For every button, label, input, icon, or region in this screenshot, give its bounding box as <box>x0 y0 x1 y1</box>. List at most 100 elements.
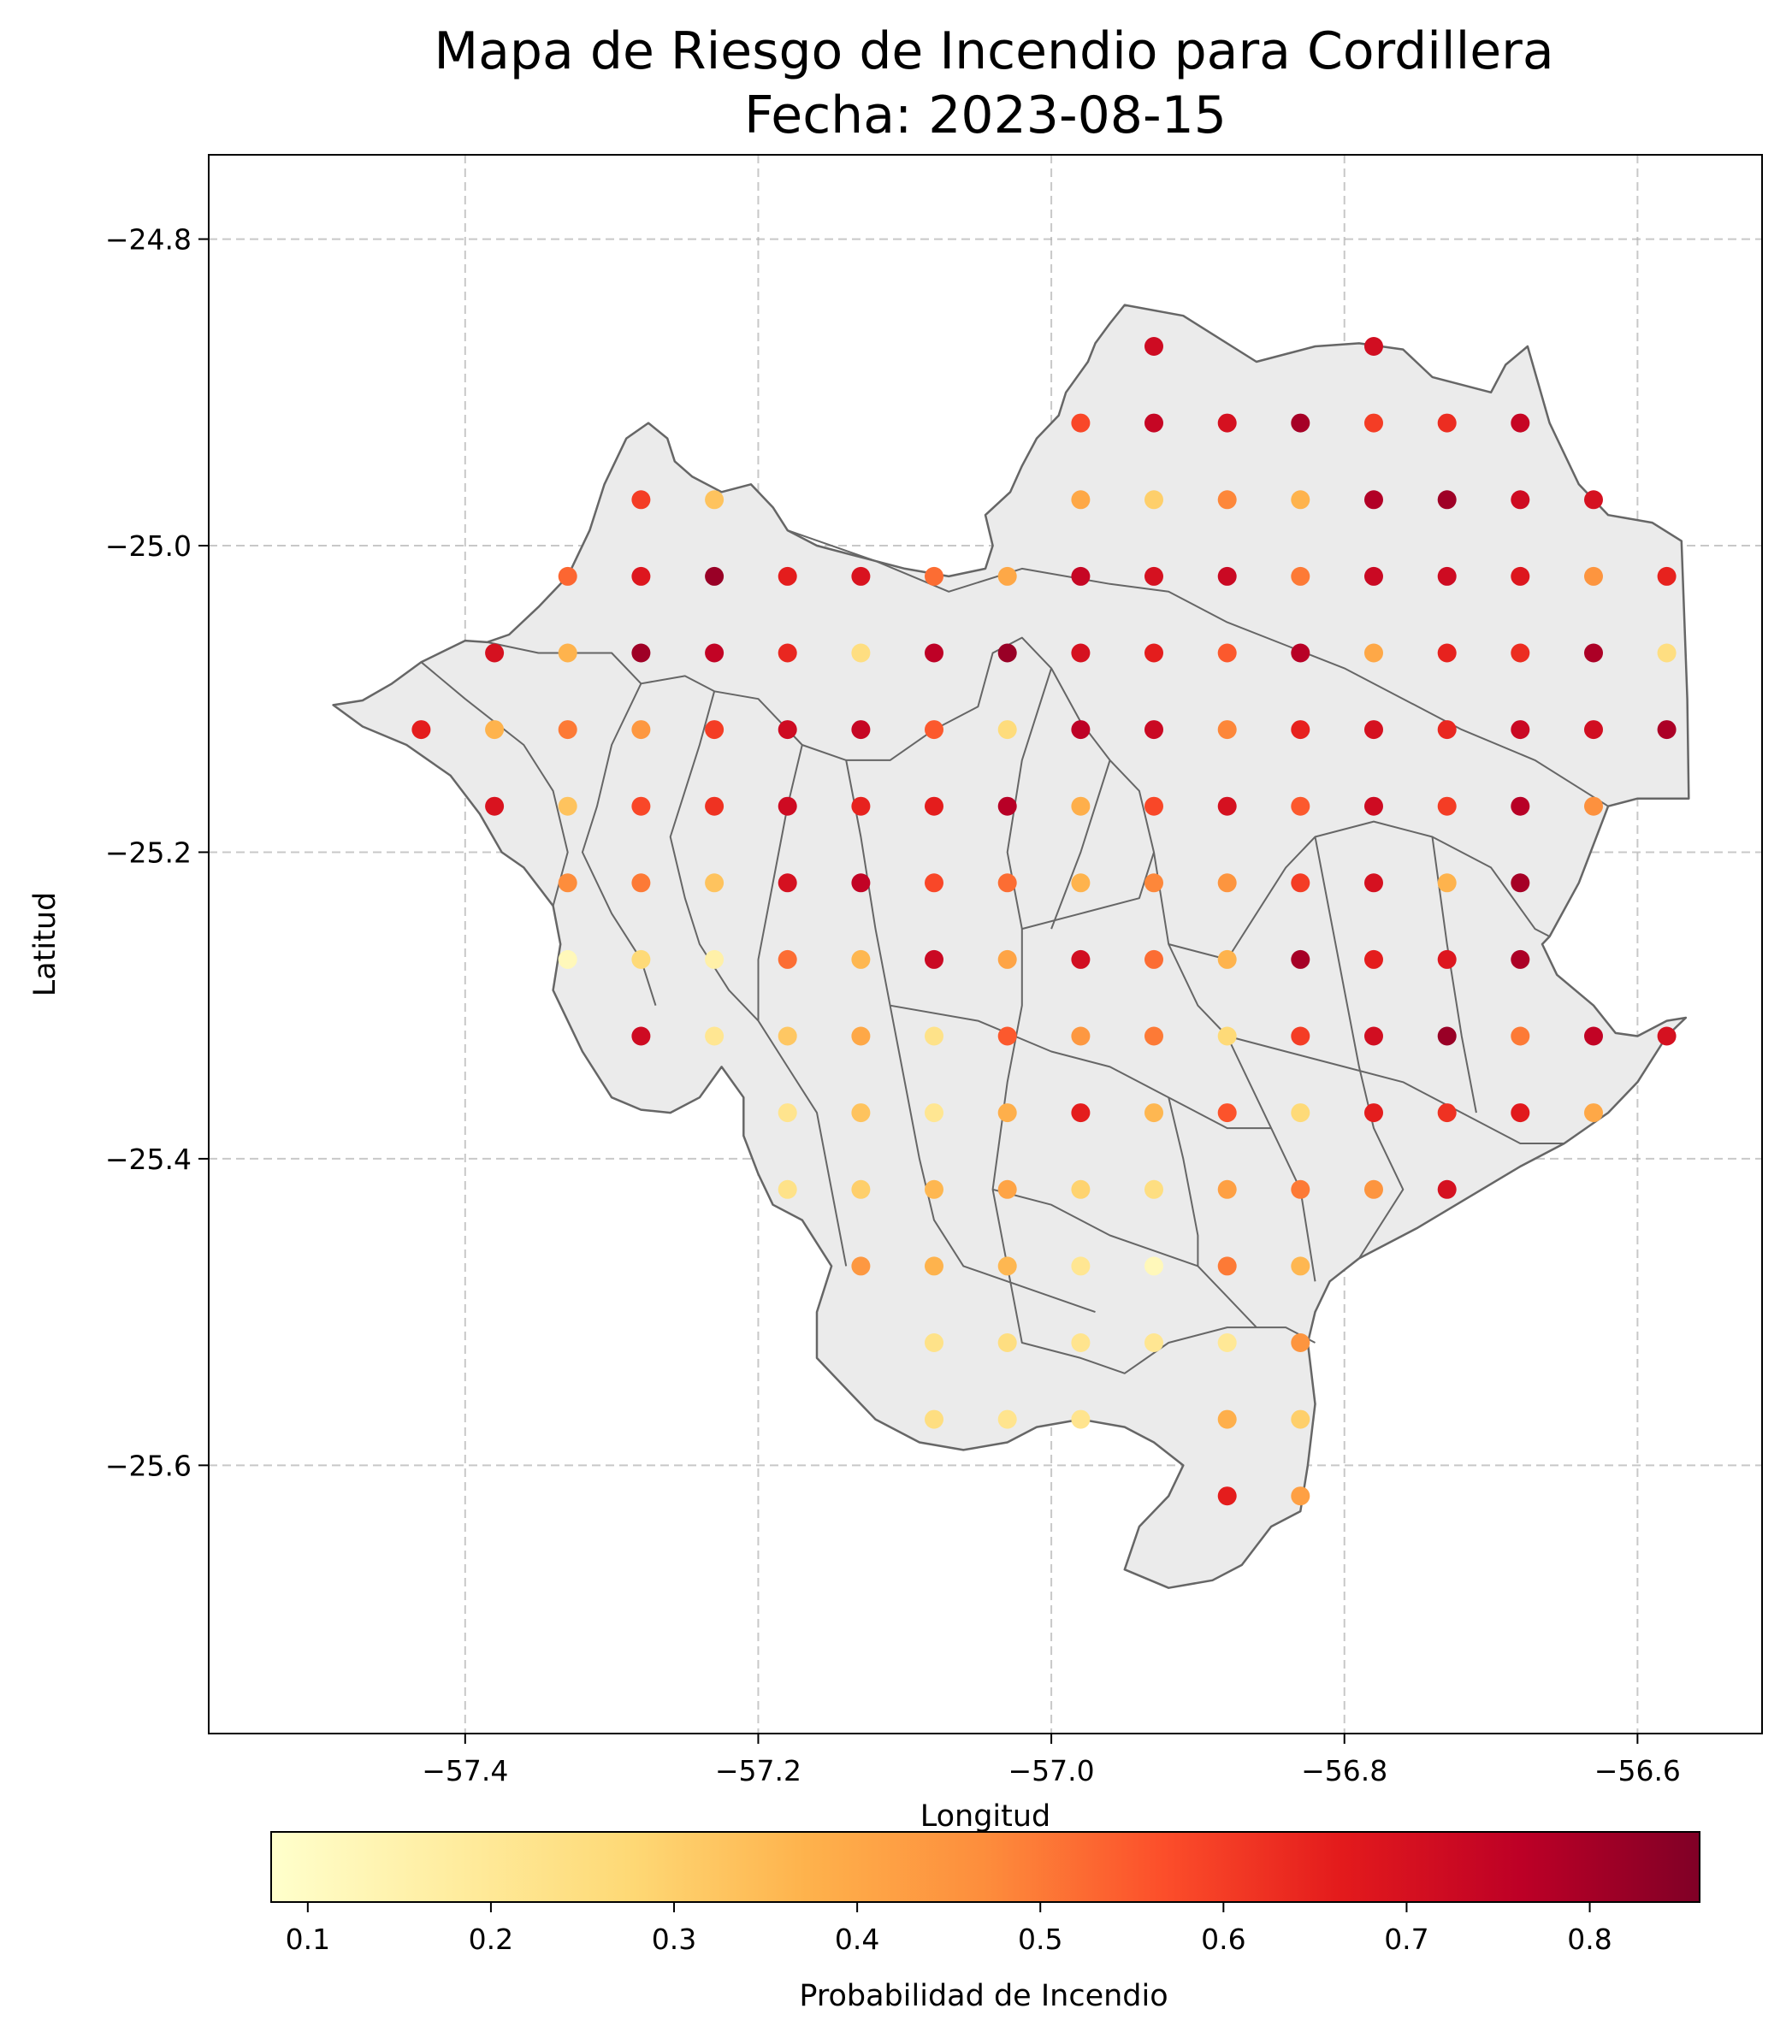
risk-point <box>1584 796 1603 816</box>
risk-point <box>1291 1179 1310 1199</box>
district-border <box>487 636 1316 1282</box>
risk-point <box>1217 720 1237 740</box>
risk-point <box>1071 1103 1091 1123</box>
risk-point <box>1364 720 1383 740</box>
risk-point <box>925 643 943 663</box>
risk-point <box>1217 1333 1237 1352</box>
risk-point <box>631 720 651 740</box>
risk-point <box>1437 1179 1457 1199</box>
risk-point <box>1437 873 1457 893</box>
risk-point <box>1071 1256 1091 1276</box>
risk-point <box>1364 643 1383 663</box>
risk-point <box>1511 643 1530 663</box>
risk-point <box>925 1409 943 1429</box>
risk-point <box>1511 566 1530 586</box>
risk-point <box>1291 720 1310 740</box>
y-tick-label: −25.2 <box>105 836 192 869</box>
risk-point <box>1291 949 1310 969</box>
risk-point <box>1657 566 1677 586</box>
risk-point <box>631 490 651 510</box>
risk-point <box>1144 490 1163 510</box>
risk-point <box>1144 1256 1163 1276</box>
risk-point <box>1364 337 1383 356</box>
risk-point <box>1071 1333 1091 1352</box>
risk-point <box>705 566 724 586</box>
risk-point <box>1364 413 1383 433</box>
risk-point <box>1144 566 1163 586</box>
risk-point <box>1437 413 1457 433</box>
risk-point <box>1657 720 1677 740</box>
x-tick-label: −56.8 <box>1301 1754 1387 1787</box>
risk-point <box>778 1179 797 1199</box>
risk-point <box>1144 796 1163 816</box>
risk-point <box>1584 1103 1603 1123</box>
risk-point <box>925 1026 943 1046</box>
risk-point <box>1437 796 1457 816</box>
x-tick-label: −57.0 <box>1008 1754 1095 1787</box>
risk-point <box>1364 949 1383 969</box>
y-tick-label: −25.6 <box>105 1449 192 1482</box>
risk-point <box>925 1103 943 1123</box>
risk-point <box>1364 566 1383 586</box>
risk-point <box>705 643 724 663</box>
colorbar-gradient <box>270 1831 1700 1903</box>
risk-point <box>851 1256 871 1276</box>
risk-point <box>1511 873 1530 893</box>
risk-point <box>1511 949 1530 969</box>
risk-point <box>1291 796 1310 816</box>
risk-point <box>1584 566 1603 586</box>
district-border <box>1168 1096 1199 1267</box>
risk-point <box>997 1409 1017 1429</box>
risk-point <box>1217 566 1237 586</box>
risk-point <box>778 720 797 740</box>
risk-point <box>997 720 1017 740</box>
risk-point <box>631 796 651 816</box>
risk-point <box>1144 1026 1163 1046</box>
risk-point <box>705 490 724 510</box>
risk-point <box>1437 1103 1457 1123</box>
risk-point <box>1511 1103 1530 1123</box>
risk-point <box>925 720 943 740</box>
risk-point <box>997 643 1017 663</box>
risk-point <box>1144 413 1163 433</box>
risk-point <box>778 1026 797 1046</box>
risk-point <box>558 566 577 586</box>
risk-point <box>997 1179 1017 1199</box>
risk-point <box>631 949 651 969</box>
district-border <box>1314 836 1405 1259</box>
colorbar-tick-label: 0.2 <box>469 1923 513 1956</box>
x-tick-label: −57.2 <box>715 1754 801 1787</box>
risk-point <box>925 1179 943 1199</box>
risk-point <box>1291 873 1310 893</box>
risk-point <box>1217 949 1237 969</box>
risk-point <box>1437 949 1457 969</box>
district-border <box>1021 852 1155 930</box>
risk-point <box>631 566 651 586</box>
department-regions <box>332 304 1690 1589</box>
risk-point <box>1217 643 1237 663</box>
risk-point <box>1291 643 1310 663</box>
risk-point <box>1217 796 1237 816</box>
risk-point <box>1364 796 1383 816</box>
risk-point <box>705 720 724 740</box>
risk-point <box>851 873 871 893</box>
risk-point <box>778 873 797 893</box>
risk-point <box>631 873 651 893</box>
y-axis-label: Latitud <box>28 892 62 997</box>
risk-point <box>1657 1026 1677 1046</box>
colorbar-ticks: 0.1 0.2 0.3 0.4 0.5 0.6 0.7 0.8 <box>286 1902 1612 1956</box>
risk-point <box>1071 873 1091 893</box>
district-border <box>890 1004 1272 1130</box>
risk-point <box>1217 1409 1237 1429</box>
risk-point <box>1291 1486 1310 1506</box>
risk-point <box>1364 1103 1383 1123</box>
risk-point <box>1071 413 1091 433</box>
risk-point <box>1437 1026 1457 1046</box>
risk-point <box>925 873 943 893</box>
risk-point <box>997 1026 1017 1046</box>
risk-point <box>1217 1486 1237 1506</box>
risk-point <box>1291 566 1310 586</box>
x-tick-label: −57.4 <box>422 1754 508 1787</box>
risk-point <box>1071 566 1091 586</box>
risk-point <box>1071 643 1091 663</box>
